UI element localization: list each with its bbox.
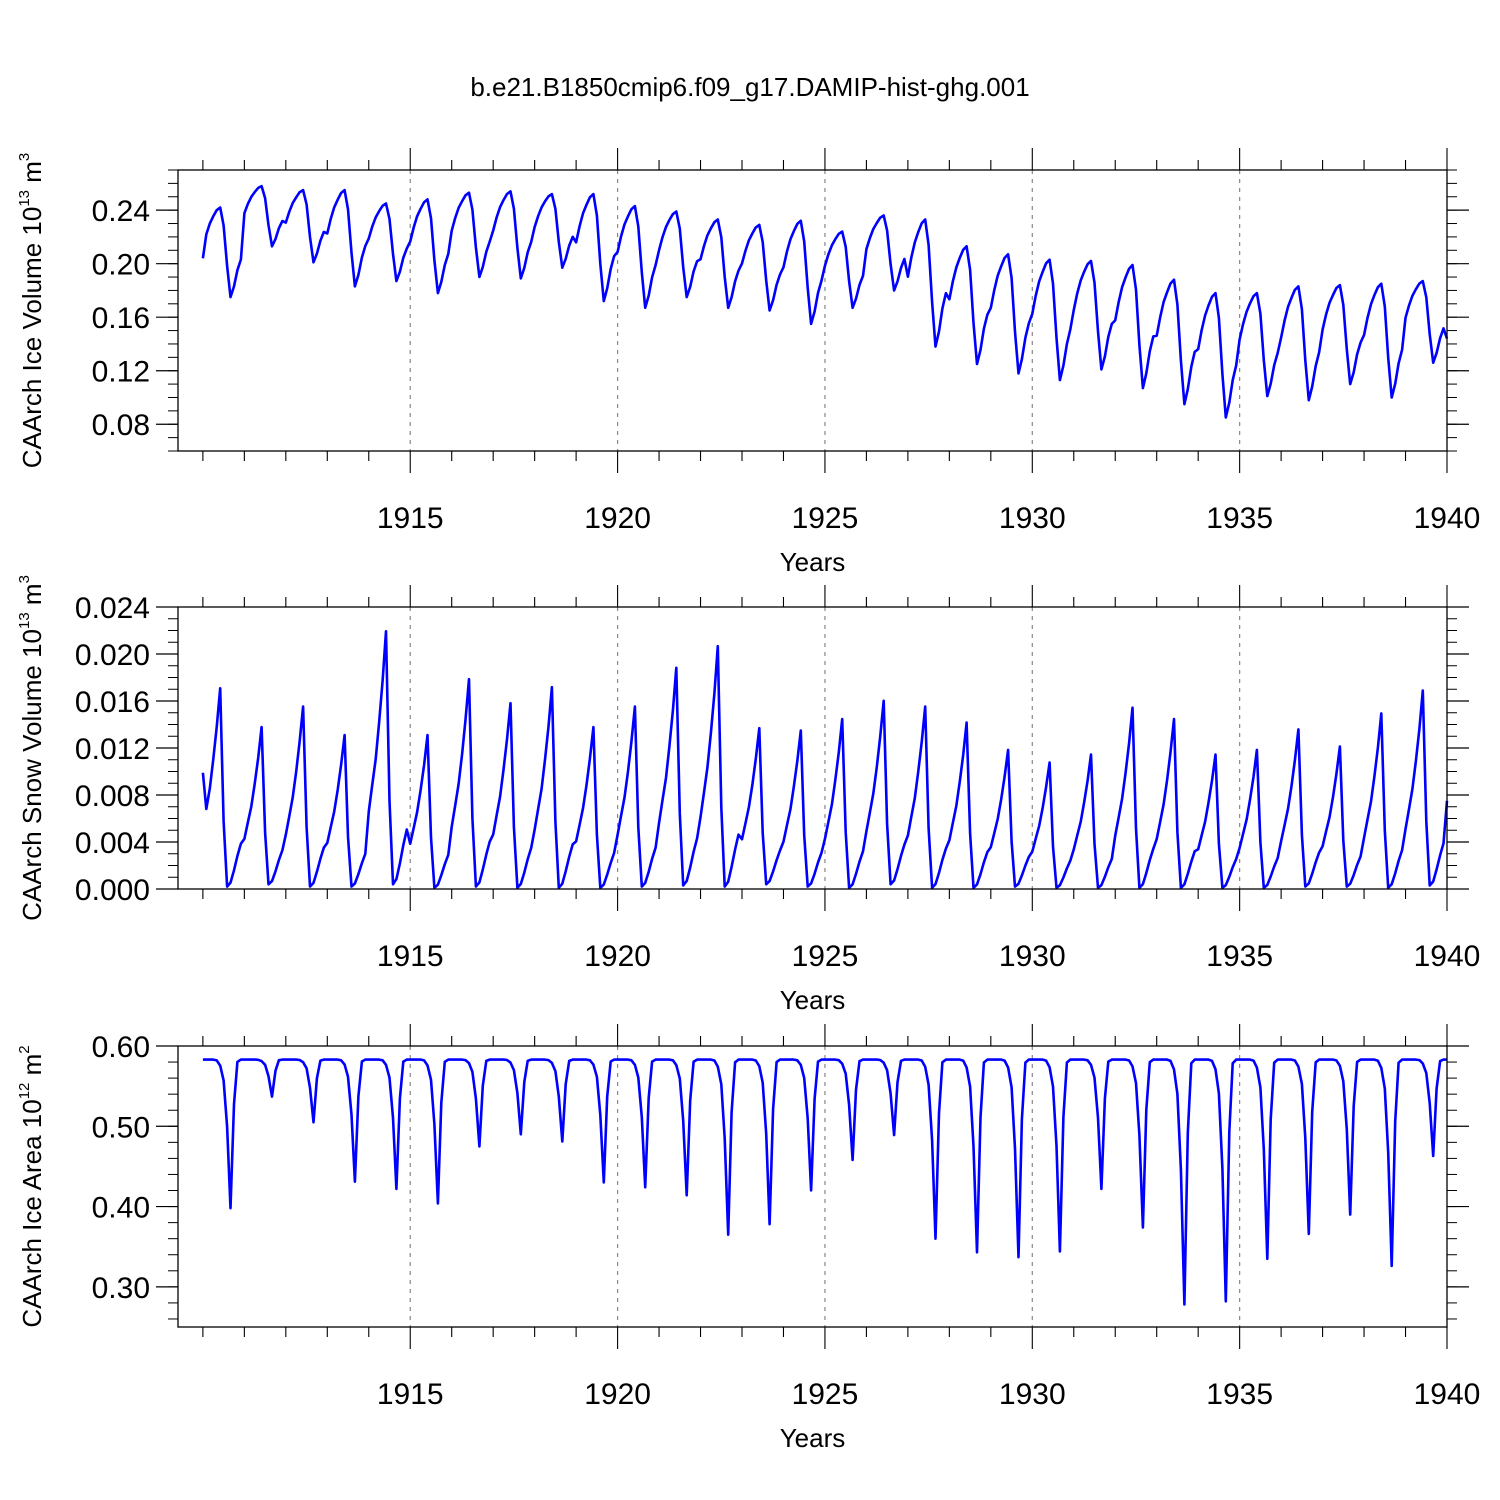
x-tick-label: 1915 (377, 940, 444, 973)
series-line (201, 630, 1449, 890)
y-axis-label-part: CAArch Ice Area 10 (17, 1099, 47, 1327)
x-tick-label: 1920 (584, 1378, 651, 1411)
plot-frame (177, 1045, 1448, 1328)
x-tick-label: 1935 (1206, 502, 1273, 535)
y-axis-label-part: m (17, 583, 47, 612)
x-axis-label: Years (780, 547, 846, 577)
x-tick-label: 1915 (377, 502, 444, 535)
y-axis-label-part: 13 (16, 612, 33, 629)
x-tick-label: 1930 (999, 502, 1066, 535)
y-axis-label-part: CAArch Ice Volume 10 (17, 207, 47, 469)
y-tick-label: 0.012 (75, 733, 150, 766)
y-tick-label: 0.08 (92, 409, 150, 442)
y-axis-label-part: 2 (16, 1045, 33, 1053)
y-tick-label: 0.020 (75, 639, 150, 672)
x-axis-label: Years (780, 1423, 846, 1453)
x-tick-label: 1930 (999, 1378, 1066, 1411)
y-axis-label-part: CAArch Snow Volume 10 (17, 629, 47, 921)
x-tick-label: 1920 (584, 502, 651, 535)
y-tick-label: 0.004 (75, 827, 150, 860)
y-axis-label: CAArch Ice Area 1012 m2 (16, 1045, 47, 1327)
figure-title: b.e21.B1850cmip6.f09_g17.DAMIP-hist-ghg.… (470, 72, 1029, 102)
y-axis-label-part: m (17, 1054, 47, 1083)
x-tick-label: 1930 (999, 940, 1066, 973)
y-axis-label-part: 13 (16, 190, 33, 207)
x-tick-label: 1915 (377, 1378, 444, 1411)
y-tick-label: 0.50 (92, 1111, 150, 1144)
x-tick-label: 1935 (1206, 1378, 1273, 1411)
y-axis-label-part: 3 (16, 153, 33, 161)
series-line (201, 184, 1449, 419)
x-tick-label: 1940 (1414, 1378, 1481, 1411)
x-tick-label: 1925 (792, 502, 859, 535)
y-tick-label: 0.40 (92, 1192, 150, 1225)
y-tick-label: 0.008 (75, 780, 150, 813)
y-tick-label: 0.12 (92, 356, 150, 389)
x-tick-label: 1925 (792, 1378, 859, 1411)
y-tick-label: 0.60 (92, 1031, 150, 1064)
x-tick-label: 1935 (1206, 940, 1273, 973)
x-tick-label: 1940 (1414, 940, 1481, 973)
y-axis-label: CAArch Ice Volume 1013 m3 (16, 153, 47, 469)
y-axis-label-part: 3 (16, 575, 33, 583)
y-tick-label: 0.024 (75, 592, 150, 625)
y-axis-label: CAArch Snow Volume 1013 m3 (16, 575, 47, 921)
series-line (202, 1058, 1447, 1306)
y-tick-label: 0.20 (92, 249, 150, 282)
x-axis-label: Years (780, 985, 846, 1015)
snow-volume-panel: 0.000 0.004 0.008 0.012 0.016 0.020 0.024 1915 1… (16, 575, 1480, 1015)
x-tick-label: 1925 (792, 940, 859, 973)
ice-area-panel: 0.30 0.40 0.50 0.60 1915 1920 1925 1930 1935 1940… (16, 1024, 1480, 1453)
y-tick-label: 0.30 (92, 1272, 150, 1305)
ice-volume-panel: 0.08 0.12 0.16 0.20 0.24 1915 1920 1925 1930 1935… (16, 148, 1480, 577)
y-axis-label-part: 12 (16, 1083, 33, 1100)
y-axis-label-part: m (17, 161, 47, 190)
x-tick-label: 1920 (584, 940, 651, 973)
x-tick-label: 1940 (1414, 502, 1481, 535)
y-tick-label: 0.16 (92, 302, 150, 335)
plot-frame (177, 169, 1448, 452)
plot-frame (177, 606, 1448, 890)
y-tick-label: 0.000 (75, 874, 150, 907)
y-tick-label: 0.016 (75, 686, 150, 719)
y-tick-label: 0.24 (92, 195, 150, 228)
